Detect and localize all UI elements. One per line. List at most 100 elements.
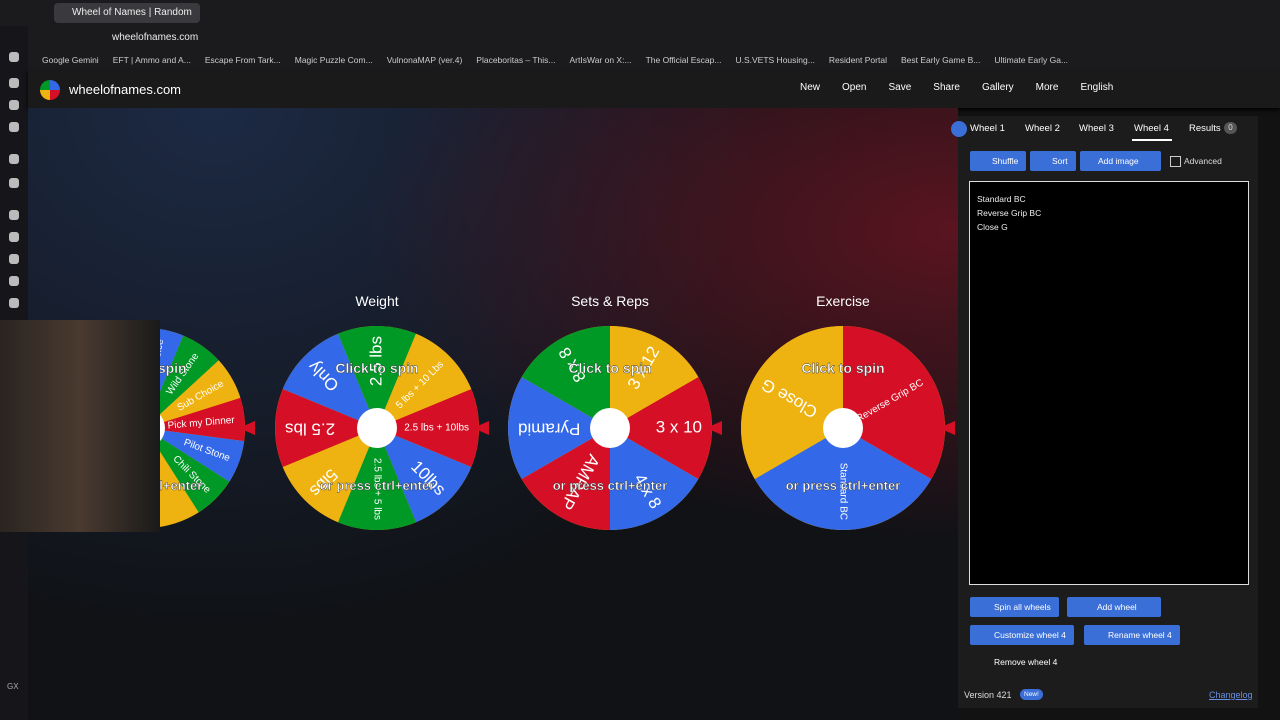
sidebar-icon[interactable] — [9, 298, 19, 308]
advanced-checkbox[interactable] — [1170, 156, 1181, 167]
nav-item[interactable]: Gallery — [981, 82, 1014, 93]
segment-label: 2.5 lbs — [285, 420, 335, 439]
keys-prompt[interactable]: or press ctrl+enter — [553, 478, 668, 493]
nav-item[interactable]: New — [800, 82, 821, 93]
wheel-segment[interactable] — [521, 326, 610, 428]
wheel-hub[interactable] — [590, 408, 630, 448]
sidebar-icon[interactable] — [9, 276, 19, 286]
wheel-segment[interactable] — [145, 428, 230, 513]
bookmark[interactable]: U.S.VETS Housing... — [735, 55, 815, 65]
entry-line: Standard BC — [977, 194, 1026, 204]
spin-prompt[interactable]: Click to spin — [568, 360, 652, 376]
sidebar-icon[interactable] — [9, 78, 19, 88]
version: Version 421 — [964, 690, 1012, 700]
wheel-segment[interactable] — [741, 326, 843, 479]
wheel-segment[interactable] — [508, 377, 610, 479]
action-button[interactable]: Add wheel — [1067, 597, 1161, 617]
bookmark[interactable]: Magic Puzzle Com... — [294, 55, 373, 65]
browser-tab[interactable]: Wheel of Names | Random — [54, 3, 200, 23]
action-button[interactable]: Rename wheel 4 — [1084, 625, 1180, 645]
results-count: 0 — [1224, 122, 1237, 134]
changelog-link[interactable]: Changelog — [1209, 690, 1253, 700]
collapse-button[interactable] — [951, 121, 967, 137]
action-button[interactable]: Remove wheel 4 — [994, 657, 1058, 667]
sidebar-icon[interactable] — [9, 254, 19, 264]
wheel-segment[interactable] — [338, 326, 416, 428]
sidebar-icon[interactable] — [9, 100, 19, 110]
wheel-segment[interactable] — [377, 333, 472, 428]
site-name[interactable]: wheelofnames.com — [69, 82, 181, 97]
entries-textarea[interactable]: Standard BC Reverse Grip BC Close G — [969, 181, 1249, 585]
segment-label: 3 x 10 — [656, 417, 702, 436]
sidebar-icon[interactable] — [9, 154, 19, 164]
wheel-segment[interactable] — [282, 428, 377, 523]
action-button[interactable]: Spin all wheels — [970, 597, 1059, 617]
action-button[interactable]: Customize wheel 4 — [970, 625, 1074, 645]
entry-line: Close G — [977, 222, 1008, 232]
wheel-tab[interactable]: Wheel 1 — [970, 123, 1005, 134]
wheel-segment[interactable] — [377, 428, 472, 523]
keys-prompt[interactable]: or press ctrl+enter — [786, 478, 901, 493]
sidebar-icon[interactable] — [9, 232, 19, 242]
wheel-segment[interactable] — [610, 377, 712, 479]
nav-item[interactable]: Save — [888, 82, 912, 93]
bookmark[interactable]: The Official Escap... — [645, 55, 722, 65]
nav: New Open Save Share Gallery More English — [800, 82, 1135, 93]
wheel-pointer — [706, 421, 722, 435]
url[interactable]: wheelofnames.com — [112, 32, 199, 43]
wheel-segment[interactable] — [843, 326, 945, 479]
bookmark[interactable]: Escape From Tark... — [204, 55, 281, 65]
tool-button[interactable]: Shuffle — [970, 151, 1027, 171]
bookmark[interactable]: Google Gemini — [42, 55, 99, 65]
wheel-pointer — [239, 421, 255, 435]
wheel-tab[interactable]: Wheel 4 — [1134, 123, 1169, 134]
advanced-label[interactable]: Advanced — [1184, 156, 1222, 166]
wheel-segment[interactable] — [521, 428, 610, 530]
wheel-tab[interactable]: Wheel 3 — [1079, 123, 1114, 134]
spin-prompt[interactable]: Click to spin — [335, 360, 419, 376]
segment-label: 2.5 lbs — [366, 336, 385, 386]
wheel-pointer — [473, 421, 489, 435]
sidebar-icon[interactable] — [9, 210, 19, 220]
spin-prompt[interactable]: Click to spin — [801, 360, 885, 376]
bookmark[interactable]: Resident Portal — [828, 55, 887, 65]
wheel-hub[interactable] — [357, 408, 397, 448]
sidebar-icon[interactable] — [9, 178, 19, 188]
bookmark[interactable]: EFT | Ammo and A... — [112, 55, 191, 65]
sidebar-icon[interactable] — [9, 122, 19, 132]
wheel-segment[interactable] — [610, 326, 699, 428]
wheel-segment[interactable] — [754, 428, 932, 530]
bookmark[interactable]: Placeboritas – This... — [476, 55, 556, 65]
wheel-tab[interactable]: Results — [1189, 123, 1221, 134]
wheel-tab[interactable]: Wheel 2 — [1025, 123, 1060, 134]
nav-item[interactable]: Share — [933, 82, 960, 93]
wheel-segment[interactable] — [145, 397, 245, 442]
nav-item[interactable]: English — [1080, 82, 1114, 93]
wheel-segment[interactable] — [145, 428, 245, 482]
wheel-hub[interactable] — [823, 408, 863, 448]
tool-button[interactable]: Add image — [1080, 151, 1161, 171]
wheel-title: Sets & Reps — [571, 293, 649, 309]
bookmark[interactable]: Ultimate Early Ga... — [994, 55, 1069, 65]
wheel-segment[interactable] — [610, 428, 699, 530]
webcam-overlay — [0, 320, 160, 532]
wheel-segment[interactable] — [145, 360, 241, 428]
bookmark[interactable]: Best Early Game B... — [900, 55, 981, 65]
tool-button[interactable]: Sort — [1030, 151, 1076, 171]
logo[interactable] — [40, 80, 60, 100]
segment-label: 2.5 lbs + 5 lbs — [371, 458, 382, 520]
bookmark[interactable]: ArtIsWar on X:... — [569, 55, 632, 65]
wheel-segment[interactable] — [377, 389, 479, 467]
address-bar — [28, 26, 1280, 50]
wheel-segment[interactable] — [145, 335, 219, 428]
wheel-title: Exercise — [816, 293, 870, 309]
sidebar-icon[interactable] — [9, 52, 19, 62]
nav-item[interactable]: Open — [842, 82, 867, 93]
wheel-segment[interactable] — [275, 389, 377, 467]
bookmark[interactable]: VulnonaMAP (ver.4) — [386, 55, 463, 65]
wheel-segment[interactable] — [282, 333, 377, 428]
keys-prompt[interactable]: or press ctrl+enter — [320, 478, 435, 493]
wheel-segment[interactable] — [338, 428, 416, 530]
nav-item[interactable]: More — [1035, 82, 1059, 93]
